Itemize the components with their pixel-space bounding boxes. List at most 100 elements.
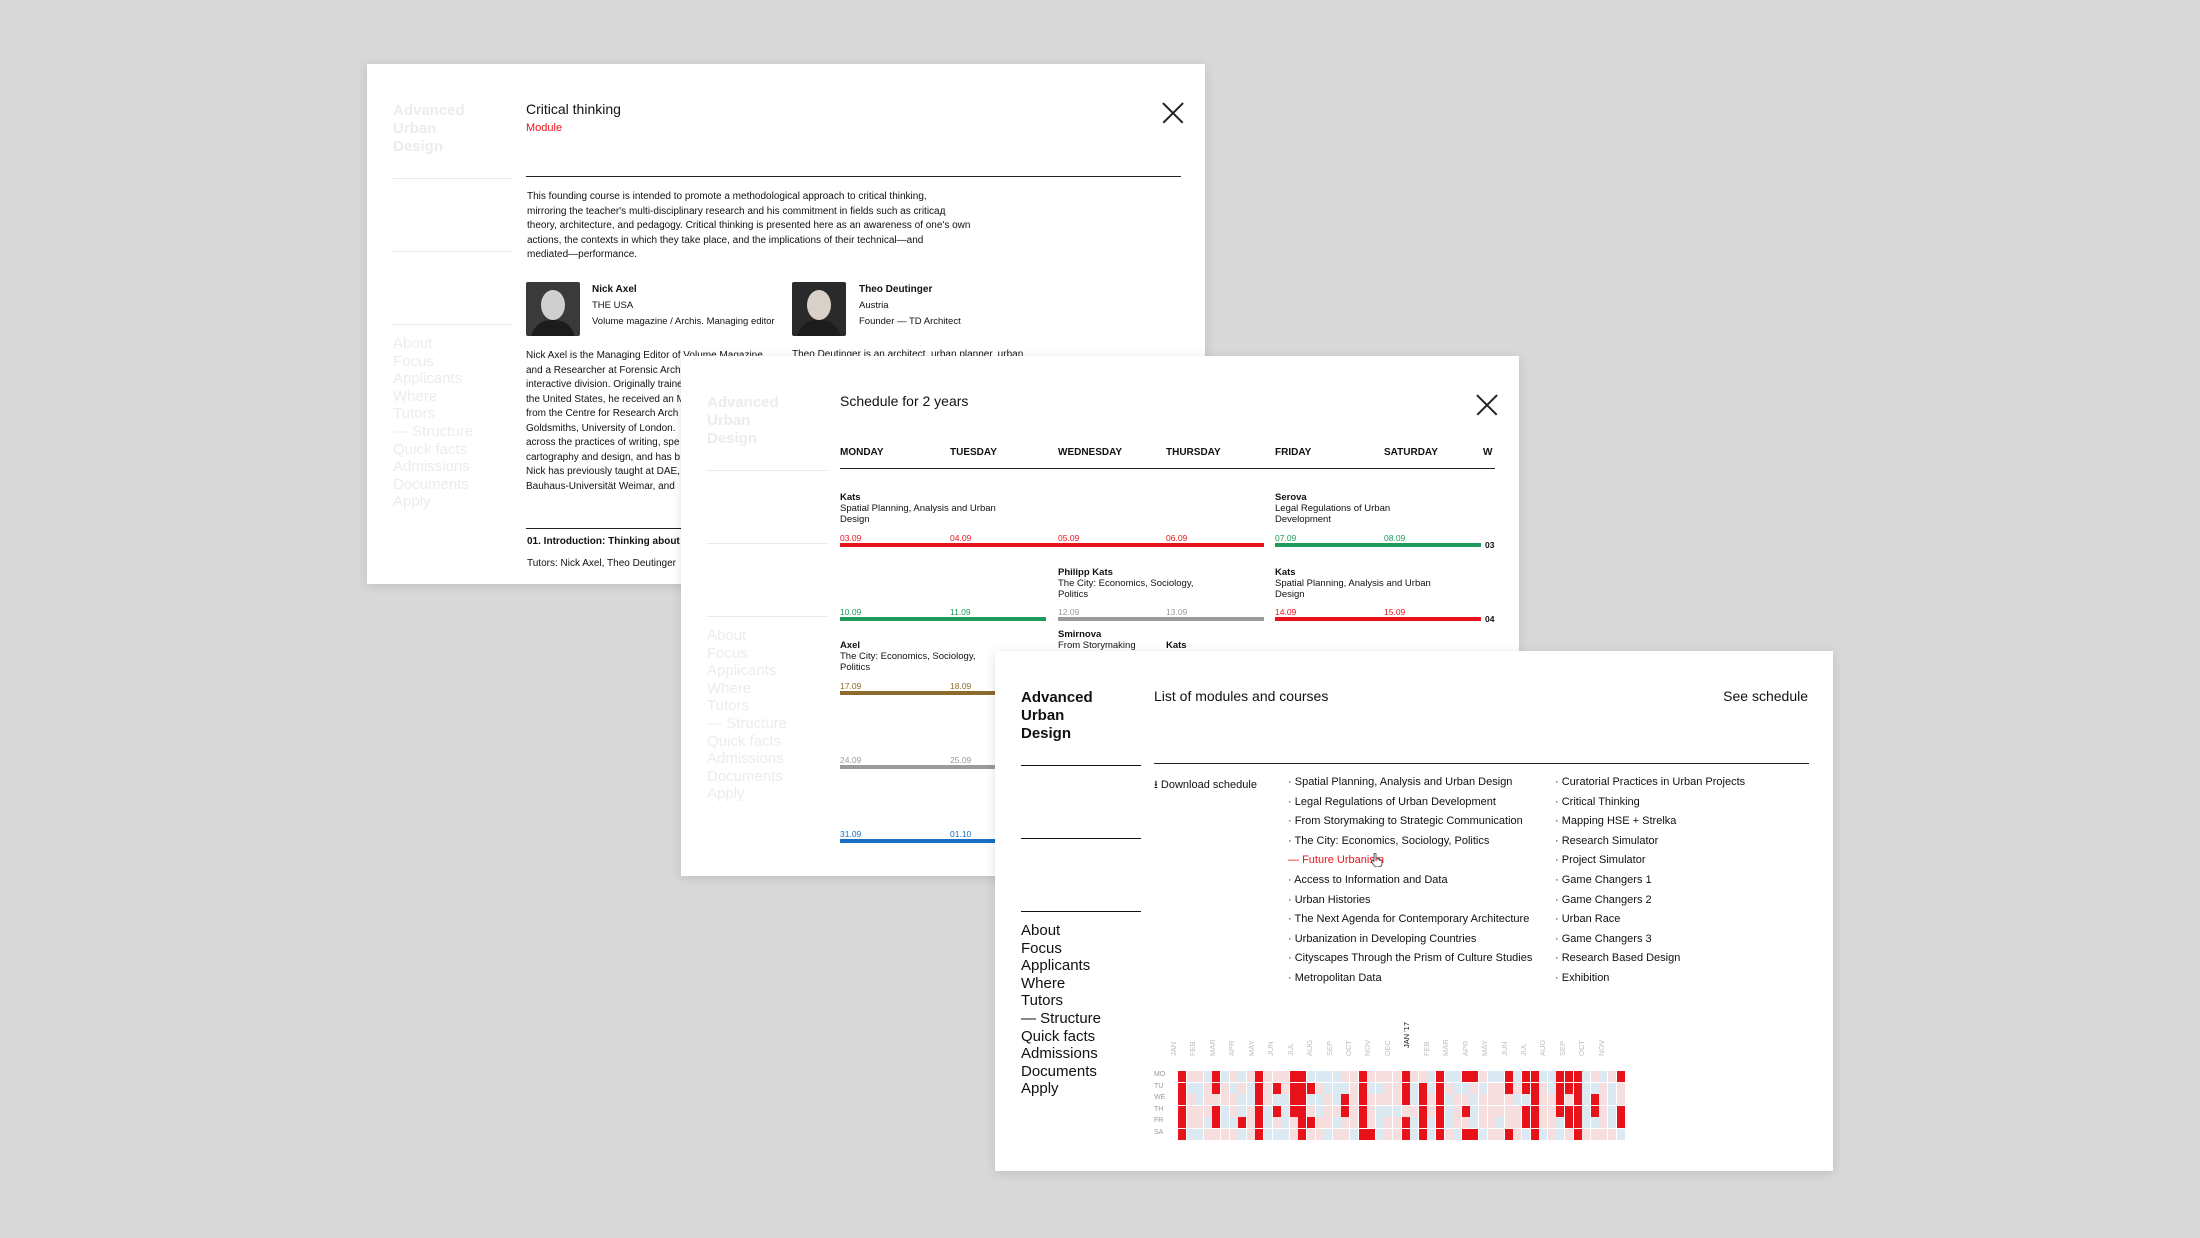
heatmap-cell[interactable] xyxy=(1547,1071,1556,1082)
heatmap-cell[interactable] xyxy=(1479,1071,1487,1082)
heatmap-cell[interactable] xyxy=(1264,1071,1272,1082)
heatmap-cell[interactable] xyxy=(1255,1128,1264,1140)
module-link[interactable]: · Curatorial Practices in Urban Projects xyxy=(1555,773,1745,793)
heatmap-cell[interactable] xyxy=(1324,1105,1333,1117)
heatmap-cell[interactable] xyxy=(1530,1082,1539,1094)
nav-focus[interactable]: Focus xyxy=(393,352,434,370)
heatmap-cell[interactable] xyxy=(1367,1117,1376,1128)
heatmap-cell[interactable] xyxy=(1281,1082,1290,1094)
heatmap-cell[interactable] xyxy=(1289,1094,1298,1105)
heatmap-cell[interactable] xyxy=(1307,1071,1315,1082)
heatmap-cell[interactable] xyxy=(1496,1117,1505,1128)
heatmap-cell[interactable] xyxy=(1608,1082,1616,1094)
heatmap-cell[interactable] xyxy=(1479,1105,1487,1117)
heatmap-cell[interactable] xyxy=(1547,1128,1556,1140)
heatmap-cell[interactable] xyxy=(1470,1105,1479,1117)
heatmap-cell[interactable] xyxy=(1565,1082,1573,1094)
heatmap-cell[interactable] xyxy=(1427,1117,1436,1128)
heatmap-cell[interactable] xyxy=(1358,1082,1367,1094)
heatmap-cell[interactable] xyxy=(1315,1128,1324,1140)
heatmap-cell[interactable] xyxy=(1436,1094,1444,1105)
heatmap-cell[interactable] xyxy=(1453,1094,1462,1105)
heatmap-cell[interactable] xyxy=(1547,1082,1556,1094)
heatmap-cell[interactable] xyxy=(1238,1105,1247,1117)
heatmap-cell[interactable] xyxy=(1246,1105,1255,1117)
heatmap-cell[interactable] xyxy=(1272,1117,1281,1128)
heatmap-cell[interactable] xyxy=(1418,1128,1427,1140)
heatmap-cell[interactable] xyxy=(1384,1082,1393,1094)
heatmap-cell[interactable] xyxy=(1573,1071,1582,1082)
heatmap-cell[interactable] xyxy=(1616,1117,1625,1128)
heatmap-cell[interactable] xyxy=(1599,1117,1608,1128)
heatmap-cell[interactable] xyxy=(1504,1128,1513,1140)
heatmap-cell[interactable] xyxy=(1522,1094,1530,1105)
heatmap-cell[interactable] xyxy=(1599,1082,1608,1094)
heatmap-cell[interactable] xyxy=(1324,1094,1333,1105)
heatmap-cell[interactable] xyxy=(1367,1128,1376,1140)
heatmap-cell[interactable] xyxy=(1246,1071,1255,1082)
heatmap-cell[interactable] xyxy=(1255,1082,1264,1094)
heatmap-cell[interactable] xyxy=(1608,1105,1616,1117)
heatmap-cell[interactable] xyxy=(1272,1082,1281,1094)
heatmap-cell[interactable] xyxy=(1393,1082,1401,1094)
heatmap-cell[interactable] xyxy=(1582,1117,1591,1128)
nav-documents[interactable]: Documents xyxy=(707,767,783,785)
heatmap-cell[interactable] xyxy=(1332,1082,1341,1094)
heatmap-cell[interactable] xyxy=(1246,1117,1255,1128)
heatmap-cell[interactable] xyxy=(1186,1071,1195,1082)
heatmap-cell[interactable] xyxy=(1556,1071,1565,1082)
heatmap-cell[interactable] xyxy=(1479,1094,1487,1105)
heatmap-cell[interactable] xyxy=(1616,1128,1625,1140)
heatmap-cell[interactable] xyxy=(1479,1117,1487,1128)
schedule-event[interactable]: Kats Spatial Planning, Analysis and Urba… xyxy=(840,492,1000,525)
heatmap-cell[interactable] xyxy=(1384,1105,1393,1117)
heatmap-cell[interactable] xyxy=(1375,1082,1384,1094)
schedule-event[interactable]: Serova Legal Regulations of Urban Develo… xyxy=(1275,492,1435,525)
nav-focus[interactable]: Focus xyxy=(1021,939,1062,957)
heatmap-cell[interactable] xyxy=(1436,1105,1444,1117)
heatmap-cell[interactable] xyxy=(1264,1082,1272,1094)
heatmap-cell[interactable] xyxy=(1522,1105,1530,1117)
heatmap-cell[interactable] xyxy=(1221,1082,1229,1094)
heatmap-cell[interactable] xyxy=(1358,1094,1367,1105)
module-link[interactable]: · The Next Agenda for Contemporary Archi… xyxy=(1288,910,1532,930)
heatmap-cell[interactable] xyxy=(1221,1094,1229,1105)
nav-admissions[interactable]: Admissions xyxy=(393,458,470,476)
heatmap-cell[interactable] xyxy=(1384,1128,1393,1140)
event-bar[interactable] xyxy=(1058,617,1264,621)
heatmap-cell[interactable] xyxy=(1565,1128,1573,1140)
heatmap-cell[interactable] xyxy=(1324,1128,1333,1140)
heatmap-cell[interactable] xyxy=(1573,1117,1582,1128)
module-link[interactable]: · Research Simulator xyxy=(1555,832,1745,852)
module-link[interactable]: · Game Changers 2 xyxy=(1555,891,1745,911)
heatmap-cell[interactable] xyxy=(1332,1128,1341,1140)
nav-documents[interactable]: Documents xyxy=(1021,1062,1097,1080)
heatmap-cell[interactable] xyxy=(1418,1117,1427,1128)
heatmap-cell[interactable] xyxy=(1238,1117,1247,1128)
heatmap-cell[interactable] xyxy=(1479,1128,1487,1140)
heatmap-cell[interactable] xyxy=(1341,1117,1350,1128)
heatmap-cell[interactable] xyxy=(1358,1071,1367,1082)
heatmap-cell[interactable] xyxy=(1307,1094,1315,1105)
heatmap-cell[interactable] xyxy=(1264,1105,1272,1117)
heatmap-cell[interactable] xyxy=(1427,1105,1436,1117)
heatmap-cell[interactable] xyxy=(1375,1071,1384,1082)
heatmap-cell[interactable] xyxy=(1470,1082,1479,1094)
heatmap-cell[interactable] xyxy=(1289,1105,1298,1117)
heatmap-cell[interactable] xyxy=(1616,1071,1625,1082)
heatmap-cell[interactable] xyxy=(1195,1071,1204,1082)
schedule-event[interactable]: Smirnova From Storymaking xyxy=(1058,629,1168,651)
heatmap-cell[interactable] xyxy=(1444,1105,1453,1117)
heatmap-cell[interactable] xyxy=(1556,1094,1565,1105)
event-bar[interactable] xyxy=(840,839,995,843)
heatmap-cell[interactable] xyxy=(1186,1082,1195,1094)
heatmap-cell[interactable] xyxy=(1203,1094,1212,1105)
heatmap-cell[interactable] xyxy=(1212,1128,1221,1140)
heatmap-cell[interactable] xyxy=(1289,1128,1298,1140)
nav-apply[interactable]: Apply xyxy=(393,493,431,511)
heatmap-cell[interactable] xyxy=(1479,1082,1487,1094)
heatmap-cell[interactable] xyxy=(1264,1117,1272,1128)
heatmap-cell[interactable] xyxy=(1461,1094,1470,1105)
nav-structure[interactable]: — Structure xyxy=(707,714,788,732)
heatmap-cell[interactable] xyxy=(1487,1117,1496,1128)
